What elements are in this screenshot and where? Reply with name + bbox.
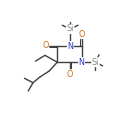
Text: O: O xyxy=(78,29,85,38)
Text: O: O xyxy=(42,41,49,50)
Text: O: O xyxy=(67,70,73,79)
Text: N: N xyxy=(79,58,85,67)
Text: Si: Si xyxy=(67,24,74,33)
Text: Si: Si xyxy=(92,58,99,67)
Text: N: N xyxy=(67,42,73,51)
